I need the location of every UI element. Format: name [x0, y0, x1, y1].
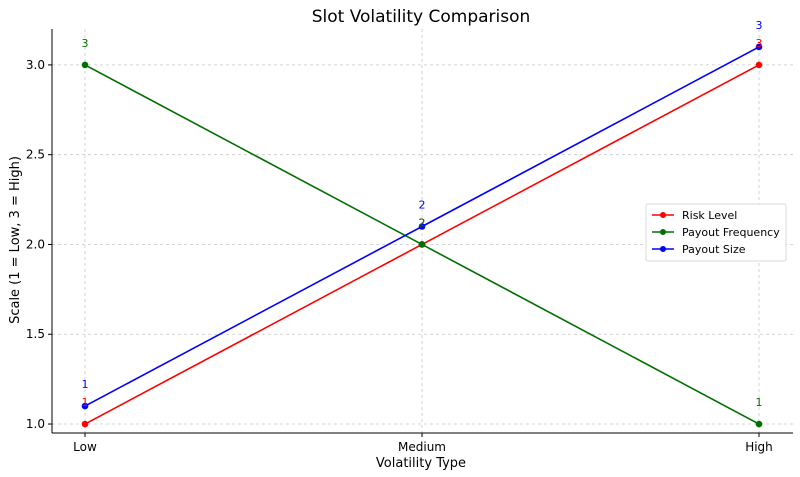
x-axis-title: Volatility Type: [376, 456, 466, 471]
payout-size-data-label: 2: [419, 199, 426, 212]
payout-frequency-data-label: 1: [756, 396, 763, 409]
payout-size-point: [81, 402, 89, 410]
x-tick-label: Medium: [398, 440, 446, 454]
legend-item-payout-frequency: Payout Frequency: [682, 226, 780, 239]
risk-level-point: [755, 61, 763, 69]
payout-size-point: [418, 223, 426, 230]
legend-swatch-marker: [660, 212, 666, 218]
chart-title: Slot Volatility Comparison: [312, 7, 531, 27]
risk-level-data-label: 1: [82, 396, 89, 409]
payout-frequency-data-label: 3: [82, 37, 89, 50]
series-layer: [81, 43, 763, 428]
legend: Risk Level Payout Frequency Payout Size: [645, 203, 787, 262]
payout-size-point: [755, 43, 763, 51]
y-tick-label: 3.0: [26, 58, 45, 72]
y-tick-label: 1.5: [26, 327, 45, 341]
legend-item-payout-size: Payout Size: [682, 243, 746, 256]
axes: 1.0 1.5 2.0 2.5 3.0 Low Medium High: [26, 29, 793, 454]
payout-frequency-point: [81, 61, 89, 69]
payout-size-data-label: 3: [756, 19, 763, 32]
x-tick-label: High: [745, 440, 773, 454]
risk-level-data-label: 3: [756, 37, 763, 50]
legend-item-risk-level: Risk Level: [682, 209, 737, 222]
risk-level-point: [81, 420, 89, 428]
grid: [52, 29, 793, 433]
y-tick-label: 1.0: [26, 417, 45, 431]
y-tick-label: 2.5: [26, 148, 45, 162]
y-axis-title: Scale (1 = Low, 3 = High): [8, 156, 23, 324]
payout-frequency-point: [418, 241, 426, 248]
payout-size-data-label: 1: [82, 378, 89, 391]
legend-swatch-marker: [660, 229, 666, 235]
x-tick-label: Low: [73, 440, 97, 454]
y-tick-label: 2.0: [26, 237, 45, 251]
payout-frequency-data-label: 2: [419, 216, 426, 229]
legend-swatch-marker: [660, 246, 666, 252]
payout-frequency-point: [755, 420, 763, 428]
risk-level-data-label: 2: [419, 216, 426, 229]
legend-box: [645, 203, 787, 262]
